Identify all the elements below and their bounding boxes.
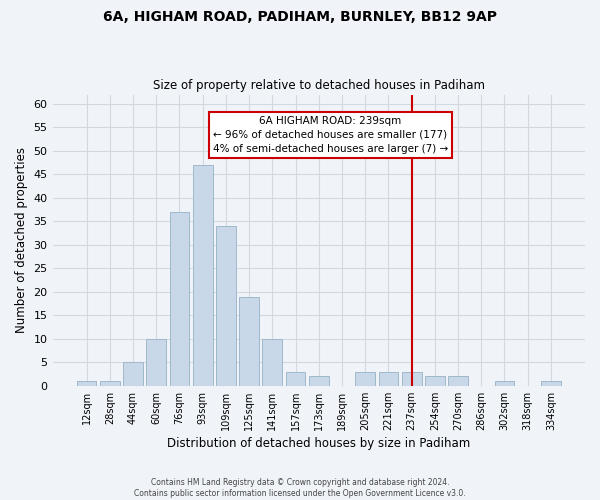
Bar xyxy=(239,296,259,386)
Text: 6A, HIGHAM ROAD, PADIHAM, BURNLEY, BB12 9AP: 6A, HIGHAM ROAD, PADIHAM, BURNLEY, BB12 … xyxy=(103,10,497,24)
Text: Contains HM Land Registry data © Crown copyright and database right 2024.
Contai: Contains HM Land Registry data © Crown c… xyxy=(134,478,466,498)
Bar xyxy=(123,362,143,386)
Bar xyxy=(541,381,561,386)
Bar xyxy=(77,381,97,386)
Bar xyxy=(216,226,236,386)
Bar xyxy=(309,376,329,386)
Title: Size of property relative to detached houses in Padiham: Size of property relative to detached ho… xyxy=(153,79,485,92)
Bar xyxy=(379,372,398,386)
Bar xyxy=(425,376,445,386)
Bar xyxy=(262,339,282,386)
Bar xyxy=(146,339,166,386)
Bar xyxy=(100,381,119,386)
Bar xyxy=(355,372,375,386)
Text: 6A HIGHAM ROAD: 239sqm
← 96% of detached houses are smaller (177)
4% of semi-det: 6A HIGHAM ROAD: 239sqm ← 96% of detached… xyxy=(213,116,448,154)
Y-axis label: Number of detached properties: Number of detached properties xyxy=(15,147,28,333)
Bar xyxy=(448,376,468,386)
X-axis label: Distribution of detached houses by size in Padiham: Distribution of detached houses by size … xyxy=(167,437,470,450)
Bar xyxy=(286,372,305,386)
Bar xyxy=(193,165,212,386)
Bar xyxy=(402,372,422,386)
Bar xyxy=(494,381,514,386)
Bar xyxy=(170,212,190,386)
